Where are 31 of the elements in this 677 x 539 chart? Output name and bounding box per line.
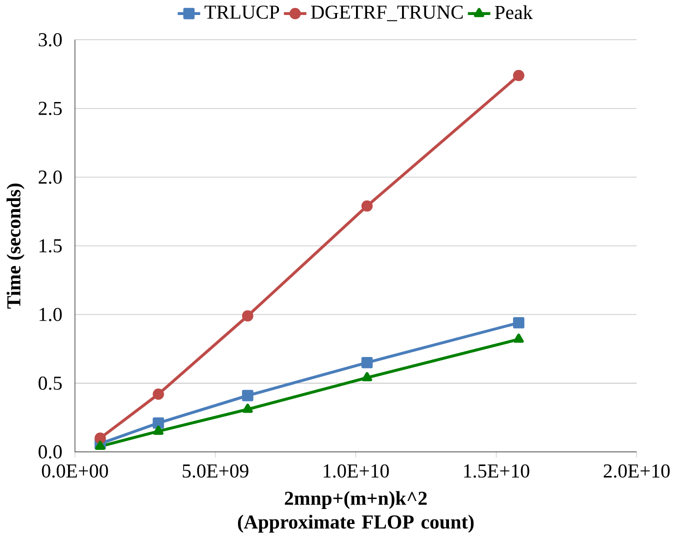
y-tick-label: 3.0 xyxy=(38,32,62,46)
x-tick-label: 2.0E+10 xyxy=(604,464,670,478)
x-tick-label: 1.5E+10 xyxy=(464,464,530,478)
y-tick-label: 1.5 xyxy=(40,239,62,252)
x-tick-label: 5.0E+09 xyxy=(182,464,248,478)
x-tick-label: 1.0E+10 xyxy=(324,464,389,478)
point xyxy=(95,440,106,450)
point xyxy=(152,388,164,400)
point xyxy=(361,200,373,212)
point xyxy=(514,333,524,343)
point xyxy=(153,426,164,435)
point xyxy=(242,310,254,322)
y-tick-label: 2.5 xyxy=(38,102,62,116)
legend-label: Peak xyxy=(494,5,533,20)
point xyxy=(513,70,524,82)
y-tick-label: 0.0 xyxy=(38,445,62,458)
point xyxy=(152,417,164,429)
point xyxy=(242,404,253,413)
legend-label: TRLUCP xyxy=(204,5,280,19)
point xyxy=(94,432,106,444)
y-tick-label: 0.5 xyxy=(38,376,62,390)
point xyxy=(242,390,254,402)
y-axis-title: Time (seconds) xyxy=(6,184,24,308)
x-axis-title: 2mnp+(m+n)k^2 (Approximate FLOP count) xyxy=(238,491,474,533)
point xyxy=(361,356,373,368)
legend-label: DGETRF_TRUNC xyxy=(311,5,463,22)
point xyxy=(362,372,372,382)
x-tick-label: 0.0E+00 xyxy=(42,464,108,478)
y-tick-label: 1.0 xyxy=(40,308,62,322)
y-tick-label: 2.0 xyxy=(38,170,62,184)
point xyxy=(513,316,524,328)
